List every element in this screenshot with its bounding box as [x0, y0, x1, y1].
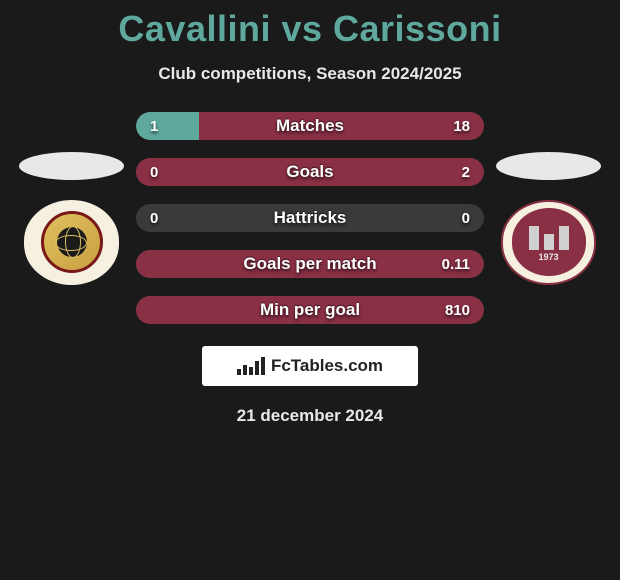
stat-label: Matches	[136, 116, 484, 136]
stat-bar-goals: 0 2Goals	[136, 158, 484, 186]
stat-bar-matches: 1 18Matches	[136, 112, 484, 140]
player-right-silhouette	[496, 152, 601, 180]
stat-bar-hattricks: 0 0Hattricks	[136, 204, 484, 232]
stat-value-right: 0.11	[442, 256, 470, 273]
stat-value-right: 0	[462, 210, 470, 227]
player-left-column	[19, 152, 124, 285]
stat-value-left: 0	[150, 164, 158, 181]
badge-left-ring	[41, 211, 103, 273]
stat-label: Hattricks	[136, 208, 484, 228]
stat-label: Min per goal	[136, 300, 484, 320]
main-comparison-area: 118Matches02Goals00Hattricks0.11Goals pe…	[0, 112, 620, 324]
stat-bar-min-per-goal: 810Min per goal	[136, 296, 484, 324]
stat-value-right: 2	[462, 164, 470, 181]
badge-right-inner: 1973	[512, 208, 586, 276]
bar-chart-icon	[237, 357, 265, 375]
badge-right-year: 1973	[538, 252, 558, 262]
brand-link[interactable]: FcTables.com	[202, 346, 418, 386]
player-left-silhouette	[19, 152, 124, 180]
stat-bar-goals-per-match: 0.11Goals per match	[136, 250, 484, 278]
club-badge-left[interactable]	[24, 200, 119, 285]
stat-label: Goals per match	[136, 254, 484, 274]
comparison-widget: Cavallini vs Carissoni Club competitions…	[0, 0, 620, 580]
stats-column: 118Matches02Goals00Hattricks0.11Goals pe…	[136, 112, 484, 324]
page-subtitle: Club competitions, Season 2024/2025	[158, 64, 461, 84]
castle-icon	[529, 222, 569, 250]
page-title: Cavallini vs Carissoni	[118, 8, 501, 50]
date-text: 21 december 2024	[237, 406, 384, 426]
stat-value-left: 1	[150, 118, 158, 135]
brand-text: FcTables.com	[271, 356, 383, 376]
player-right-column: 1973	[496, 152, 601, 285]
club-badge-right[interactable]: 1973	[501, 200, 596, 285]
stat-value-left: 0	[150, 210, 158, 227]
football-icon	[57, 227, 87, 257]
stat-label: Goals	[136, 162, 484, 182]
stat-value-right: 810	[445, 302, 470, 319]
stat-value-right: 18	[453, 118, 470, 135]
